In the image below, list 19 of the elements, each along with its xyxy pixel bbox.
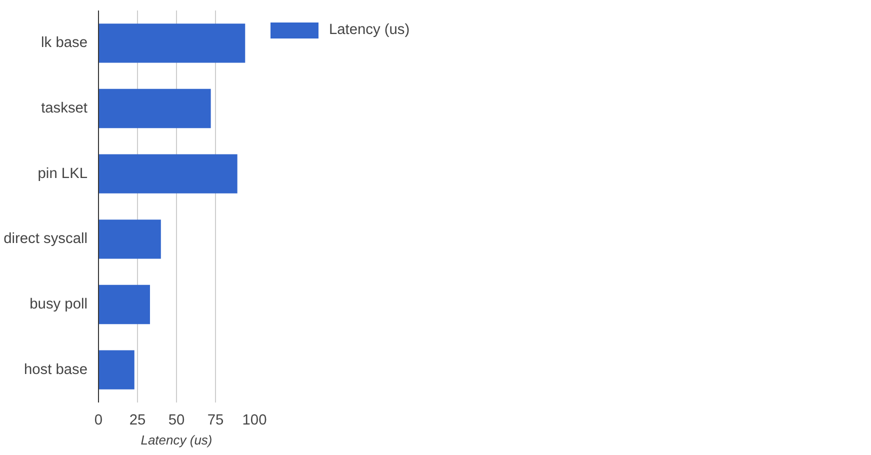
- bar: [98, 220, 161, 259]
- bar: [98, 284, 150, 324]
- y-tick-label: pin LKL: [38, 166, 88, 182]
- bar: [98, 154, 238, 194]
- y-tick-label: taskset: [41, 100, 88, 116]
- bar: [98, 350, 134, 390]
- x-tick-label: 50: [168, 412, 185, 428]
- x-tick-label: 100: [242, 412, 267, 428]
- x-tick-label: 25: [129, 412, 146, 428]
- y-tick-label: busy poll: [30, 296, 88, 312]
- x-axis-title: Latency (us): [140, 432, 212, 448]
- bar: [98, 88, 211, 128]
- x-tick-label: 75: [207, 412, 224, 428]
- legend-label: Latency (us): [329, 22, 410, 38]
- y-tick-label: host base: [24, 362, 88, 378]
- y-tick-label: direct syscall: [4, 231, 88, 248]
- bar: [98, 24, 246, 63]
- y-tick-label: lk base: [41, 35, 88, 52]
- x-tick-label: 0: [94, 412, 103, 428]
